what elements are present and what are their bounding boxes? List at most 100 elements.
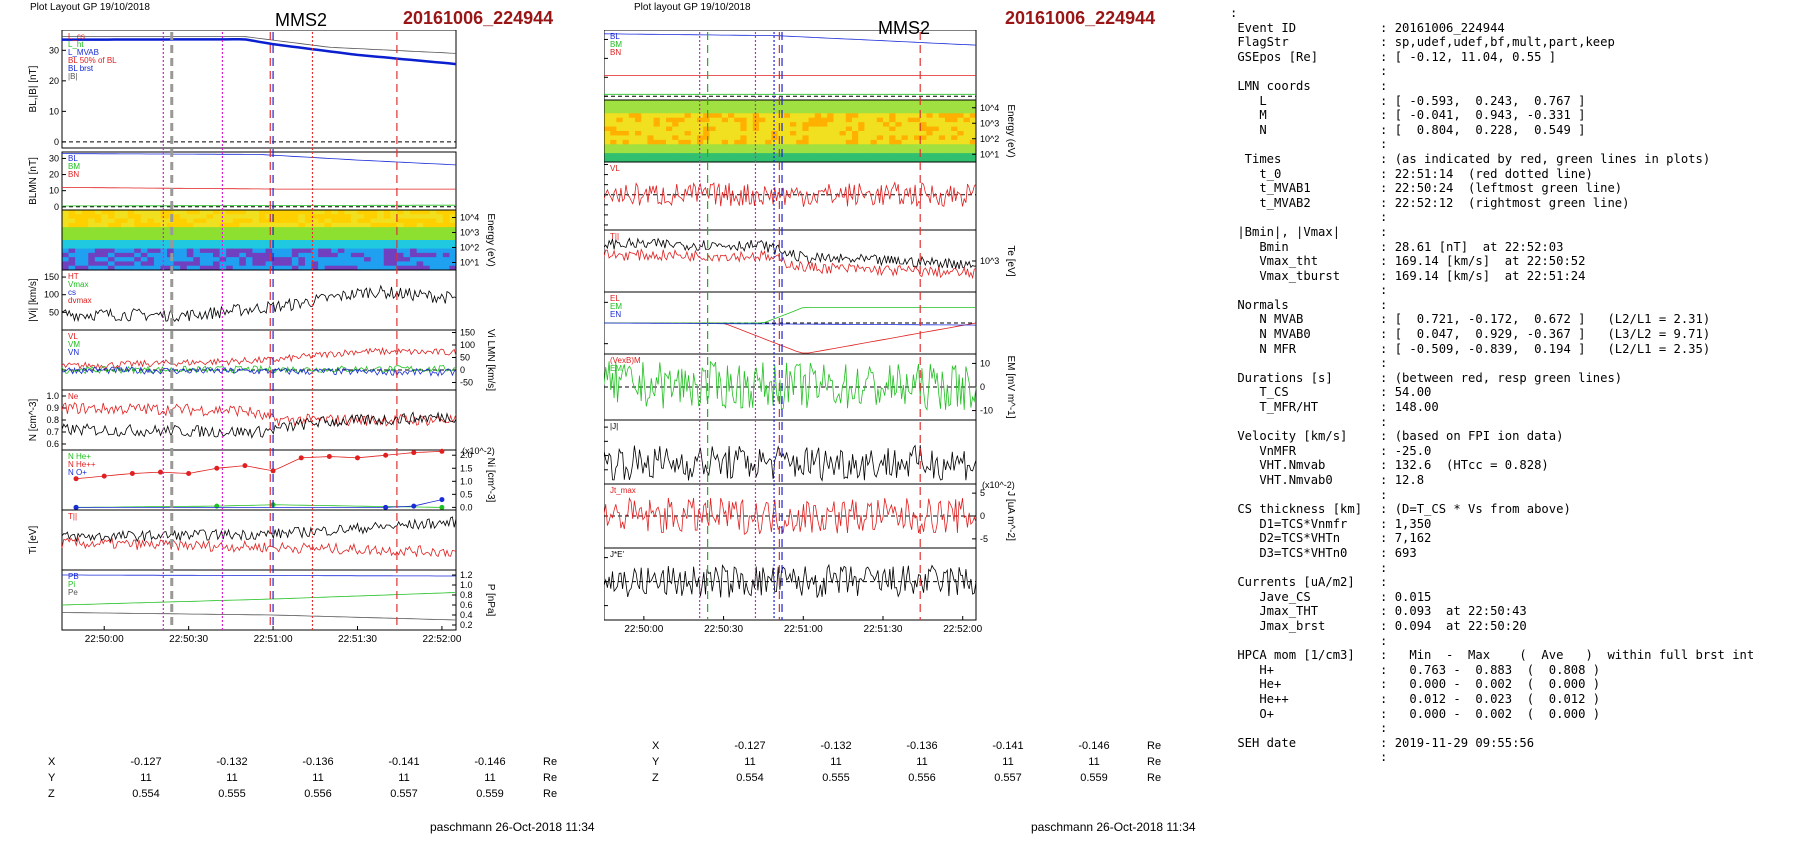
info-row: Normals: bbox=[1230, 298, 1754, 313]
spectrogram-cell bbox=[895, 122, 903, 128]
spectrogram-cell bbox=[429, 235, 437, 241]
spectrogram-cell bbox=[291, 231, 299, 237]
spectrogram-cell bbox=[436, 227, 444, 232]
ytick-label: 0 bbox=[460, 365, 465, 375]
spectrogram-cell bbox=[213, 210, 221, 215]
spectrogram-cell bbox=[213, 218, 221, 224]
spectrogram-cell bbox=[331, 265, 339, 271]
spectrogram-cell bbox=[180, 244, 188, 250]
spectrogram-cell bbox=[364, 261, 372, 267]
info-colon: : bbox=[1380, 429, 1395, 444]
spectrogram-cell bbox=[622, 122, 630, 128]
spectrogram-cell bbox=[659, 153, 667, 159]
spectrogram-cell bbox=[410, 235, 418, 241]
spectrogram-cell bbox=[876, 135, 884, 141]
info-colon: : bbox=[1380, 691, 1395, 706]
series-bl bbox=[604, 33, 977, 46]
spectrogram-cell bbox=[75, 252, 83, 258]
spectrogram-cell bbox=[410, 210, 418, 215]
spectrogram-cell bbox=[252, 227, 260, 232]
spectrogram-cell bbox=[610, 126, 617, 132]
spectrogram-cell bbox=[827, 135, 834, 141]
spectrogram-cell bbox=[390, 261, 398, 267]
spectrogram-cell bbox=[291, 210, 299, 215]
ytick-label: 0 bbox=[54, 202, 59, 212]
spectrogram-cell bbox=[802, 144, 810, 150]
panel-jlmn: 50-5 J [uA m^-2](x10^-2)Jt_max bbox=[604, 480, 1016, 549]
spectrogram-cell bbox=[920, 148, 927, 154]
spectrogram-cell bbox=[153, 231, 161, 237]
spectrogram-cell bbox=[889, 153, 896, 159]
spectrogram-cell bbox=[839, 104, 847, 110]
spectrogram-cell bbox=[68, 248, 76, 254]
spectrogram-cell bbox=[883, 108, 890, 114]
spectrogram-cell bbox=[252, 257, 260, 262]
spectrogram-cell bbox=[278, 248, 286, 254]
orbit-unit: Re bbox=[543, 788, 558, 800]
spectrogram-cell bbox=[337, 235, 345, 241]
spectrogram-cell bbox=[318, 252, 326, 258]
spectrogram-cell bbox=[771, 148, 779, 154]
spectrogram-cell bbox=[107, 248, 116, 254]
spectrogram-cell bbox=[62, 265, 70, 271]
spectrogram-cell bbox=[771, 113, 779, 119]
info-value: [ -0.12, 11.04, 0.55 ] bbox=[1394, 49, 1557, 64]
spectrogram-cell bbox=[377, 235, 385, 241]
spectrogram-cell bbox=[963, 117, 971, 123]
spectrogram-cell bbox=[808, 139, 816, 145]
data-point bbox=[439, 504, 445, 510]
info-row: O+: 0.000 - 0.002 ( 0.000 ) bbox=[1230, 707, 1754, 722]
spectrogram-cell bbox=[180, 248, 188, 254]
series-pi bbox=[61, 592, 457, 606]
spectrogram-cell bbox=[746, 139, 754, 145]
spectrogram-cell bbox=[796, 104, 803, 110]
spectrogram-cell bbox=[153, 218, 161, 224]
spectrogram-cell bbox=[285, 235, 293, 241]
spectrogram-cell bbox=[647, 122, 655, 128]
spectrogram-cell bbox=[647, 135, 655, 141]
spectrogram-cell bbox=[895, 113, 903, 119]
spectrogram-cell bbox=[226, 244, 234, 250]
series-n-he- bbox=[76, 504, 442, 508]
spectrogram-cell bbox=[436, 265, 444, 271]
legend-entry: Ne bbox=[68, 392, 79, 401]
spectrogram-cell bbox=[783, 135, 791, 141]
spectrogram-cell bbox=[963, 104, 971, 110]
spectrogram-cell bbox=[252, 214, 260, 220]
spectrogram-cell bbox=[416, 265, 424, 271]
spectrogram-cell bbox=[938, 113, 946, 119]
spectrogram-cell bbox=[734, 108, 741, 114]
spectrogram-cell bbox=[814, 117, 822, 123]
info-key bbox=[1230, 137, 1380, 152]
info-key: t_MVAB2 bbox=[1230, 195, 1311, 210]
spectrogram-cell bbox=[153, 240, 161, 245]
spectrogram-cell bbox=[845, 117, 853, 123]
ylabel-p: P [nPa] bbox=[485, 584, 496, 617]
info-row: : bbox=[1230, 634, 1754, 649]
legend-entry: Vmax bbox=[68, 280, 88, 289]
info-key: t_0 bbox=[1230, 166, 1282, 181]
spectrogram-cell bbox=[926, 153, 934, 159]
ytick-label: 1.0 bbox=[460, 580, 473, 590]
spectrogram-cell bbox=[678, 104, 686, 110]
spectrogram-cell bbox=[901, 144, 909, 150]
spectrogram-cell bbox=[344, 235, 352, 241]
spectrogram-cell bbox=[121, 252, 129, 258]
info-row: : bbox=[1230, 64, 1754, 79]
ytick-label: 2.0 bbox=[460, 450, 473, 460]
spectrogram-cell bbox=[364, 214, 372, 220]
spectrogram-cell bbox=[715, 153, 723, 159]
spectrogram-cell bbox=[410, 252, 418, 258]
spectrogram-cell bbox=[291, 214, 299, 220]
info-value: 0.093 at 22:50:43 bbox=[1394, 604, 1527, 619]
info-colon: : bbox=[1380, 531, 1395, 546]
ytick-label: 10 bbox=[980, 358, 990, 368]
spectrogram-cell bbox=[337, 214, 345, 220]
legend-entry: BN bbox=[68, 170, 79, 179]
spectrogram-cell bbox=[802, 117, 810, 123]
spectrogram-cell bbox=[845, 108, 853, 114]
spectrogram-cell bbox=[396, 231, 404, 237]
spectrogram-cell bbox=[364, 222, 372, 228]
spectrogram-cell bbox=[62, 227, 70, 232]
spectrogram-cell bbox=[429, 244, 437, 250]
